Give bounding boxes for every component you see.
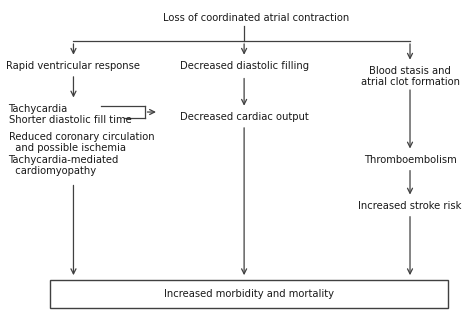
Text: Increased stroke risk: Increased stroke risk [358, 201, 462, 211]
Text: Shorter diastolic fill time: Shorter diastolic fill time [9, 115, 131, 125]
Text: Thromboembolism: Thromboembolism [364, 155, 456, 164]
FancyBboxPatch shape [50, 280, 448, 308]
Text: Reduced coronary circulation
  and possible ischemia: Reduced coronary circulation and possibl… [9, 132, 154, 153]
Text: Increased morbidity and mortality: Increased morbidity and mortality [164, 289, 334, 299]
Text: Decreased diastolic filling: Decreased diastolic filling [180, 61, 309, 71]
Text: Tachycardia: Tachycardia [9, 104, 68, 114]
Text: Tachycardia-mediated
  cardiomyopathy: Tachycardia-mediated cardiomyopathy [9, 155, 119, 176]
Text: Blood stasis and
atrial clot formation: Blood stasis and atrial clot formation [361, 66, 459, 88]
Text: Rapid ventricular response: Rapid ventricular response [7, 61, 140, 71]
Text: Decreased cardiac output: Decreased cardiac output [180, 112, 309, 122]
Text: Loss of coordinated atrial contraction: Loss of coordinated atrial contraction [163, 13, 349, 23]
